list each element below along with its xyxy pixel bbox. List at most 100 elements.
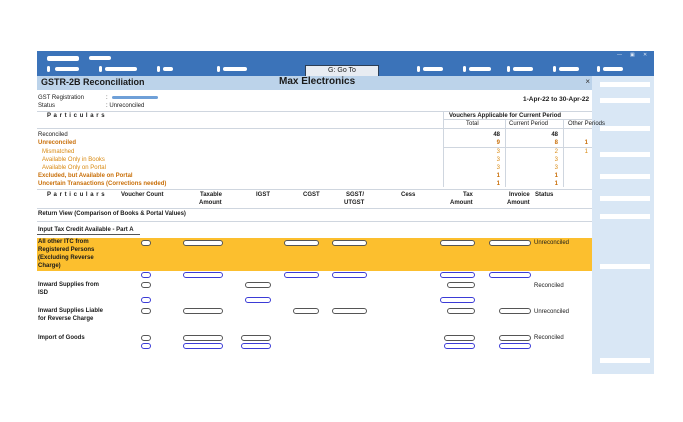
portal-voucher-count[interactable] xyxy=(141,297,151,303)
panel-button[interactable] xyxy=(600,358,650,363)
row-label[interactable]: All other ITC from xyxy=(38,239,89,245)
divider xyxy=(37,128,592,129)
summary-row-label[interactable]: Unreconciled xyxy=(38,140,77,146)
shortcut-key xyxy=(553,66,556,72)
row-status: Reconciled xyxy=(534,335,564,341)
menu-item[interactable] xyxy=(513,67,533,71)
summary-row-label[interactable]: Mismatched xyxy=(42,149,75,155)
row-status: Unreconciled xyxy=(534,309,570,315)
panel-button[interactable] xyxy=(600,174,650,179)
header-tax-amount: Amount xyxy=(450,200,473,206)
sgst-value[interactable] xyxy=(332,240,367,246)
divider xyxy=(443,119,592,120)
status-label: Status xyxy=(38,103,56,109)
portal-tax-amount[interactable] xyxy=(440,297,475,303)
row-label[interactable]: Registered Persons xyxy=(38,247,95,253)
row-status: Reconciled xyxy=(534,283,564,289)
cgst-value[interactable] xyxy=(284,240,319,246)
row-label[interactable]: Inward Supplies from xyxy=(38,282,100,288)
summary-row-label[interactable]: Excluded, but Available on Portal xyxy=(38,173,133,179)
summary-total: 48 xyxy=(493,132,500,138)
section-underline xyxy=(37,234,140,235)
tax-amount-value[interactable] xyxy=(447,282,475,288)
row-label[interactable]: Import of Goods xyxy=(38,335,85,341)
tax-amount-value[interactable] xyxy=(444,335,475,341)
voucher-count-value[interactable] xyxy=(141,335,151,341)
taxable-amount-value[interactable] xyxy=(183,308,223,314)
row-label[interactable]: Inward Supplies Liable xyxy=(38,308,104,314)
panel-button[interactable] xyxy=(600,264,650,269)
menu-item[interactable] xyxy=(55,67,79,71)
menu-item[interactable] xyxy=(469,67,491,71)
summary-row-label[interactable]: Available Only in Books xyxy=(42,157,105,163)
voucher-count-value[interactable] xyxy=(141,240,151,246)
portal-tax-amount[interactable] xyxy=(440,272,475,278)
top-toolbar: G: Go To — ▣ ✕ xyxy=(37,51,654,77)
igst-value[interactable] xyxy=(241,335,271,341)
period-range[interactable]: 1-Apr-22 to 30-Apr-22 xyxy=(523,96,590,103)
row-label[interactable]: Charge) xyxy=(38,263,61,269)
invoice-amount-value[interactable] xyxy=(489,240,531,246)
divider xyxy=(37,189,592,190)
divider xyxy=(505,119,506,187)
menu-item[interactable] xyxy=(559,67,579,71)
panel-button[interactable] xyxy=(600,98,650,103)
taxable-amount-value[interactable] xyxy=(183,240,223,246)
close-window-icon[interactable]: ✕ xyxy=(643,52,648,58)
invoice-amount-value[interactable] xyxy=(499,308,531,314)
igst-value[interactable] xyxy=(245,282,271,288)
shortcut-key xyxy=(157,66,160,72)
portal-cgst[interactable] xyxy=(284,272,319,278)
portal-igst[interactable] xyxy=(241,343,271,349)
portal-taxable-amount[interactable] xyxy=(183,272,223,278)
portal-tax-amount[interactable] xyxy=(444,343,475,349)
panel-button[interactable] xyxy=(600,214,650,219)
divider xyxy=(37,221,592,222)
menu-item[interactable] xyxy=(423,67,443,71)
tax-amount-value[interactable] xyxy=(447,308,475,314)
row-label[interactable]: for Reverse Charge xyxy=(38,316,94,322)
taxable-amount-value[interactable] xyxy=(183,335,223,341)
row-label[interactable]: ISD xyxy=(38,290,49,296)
summary-particulars-header: P a r t i c u l a r s xyxy=(47,113,106,119)
menu-data-button[interactable] xyxy=(89,56,111,60)
maximize-icon[interactable]: ▣ xyxy=(630,52,635,58)
gst-registration-value[interactable] xyxy=(112,96,158,99)
status-value: : Unreconciled xyxy=(106,103,145,109)
voucher-count-value[interactable] xyxy=(141,282,151,288)
panel-button[interactable] xyxy=(600,82,650,87)
summary-row-label[interactable]: Reconciled xyxy=(38,132,68,138)
minimize-icon[interactable]: — xyxy=(617,52,622,58)
panel-button[interactable] xyxy=(600,126,650,131)
sgst-value[interactable] xyxy=(332,308,367,314)
summary-row-label[interactable]: Uncertain Transactions (Corrections need… xyxy=(38,181,167,187)
summary-total: 3 xyxy=(496,149,500,155)
menu-item[interactable] xyxy=(223,67,247,71)
panel-button[interactable] xyxy=(600,152,650,157)
summary-current: 1 xyxy=(554,173,558,179)
shortcut-key xyxy=(507,66,510,72)
header-invoice: Invoice xyxy=(509,192,530,198)
menu-item[interactable] xyxy=(163,67,173,71)
portal-voucher-count[interactable] xyxy=(141,343,151,349)
voucher-count-value[interactable] xyxy=(141,308,151,314)
invoice-amount-value[interactable] xyxy=(499,335,531,341)
divider xyxy=(563,119,564,187)
menu-item[interactable] xyxy=(603,67,623,71)
close-icon[interactable]: × xyxy=(585,77,590,86)
summary-row-label[interactable]: Available Only on Portal xyxy=(42,165,106,171)
menu-item[interactable] xyxy=(105,67,137,71)
portal-taxable-amount[interactable] xyxy=(183,343,223,349)
tax-amount-value[interactable] xyxy=(440,240,475,246)
portal-igst[interactable] xyxy=(245,297,271,303)
col-total: Total xyxy=(466,121,479,127)
row-label[interactable]: (Excluding Reverse xyxy=(38,255,94,261)
portal-sgst[interactable] xyxy=(332,272,367,278)
portal-invoice-amount[interactable] xyxy=(489,272,531,278)
portal-voucher-count[interactable] xyxy=(141,272,151,278)
portal-invoice-amount[interactable] xyxy=(499,343,531,349)
menu-company-button[interactable] xyxy=(47,56,79,61)
divider xyxy=(37,208,592,209)
panel-button[interactable] xyxy=(600,196,650,201)
cgst-value[interactable] xyxy=(293,308,319,314)
